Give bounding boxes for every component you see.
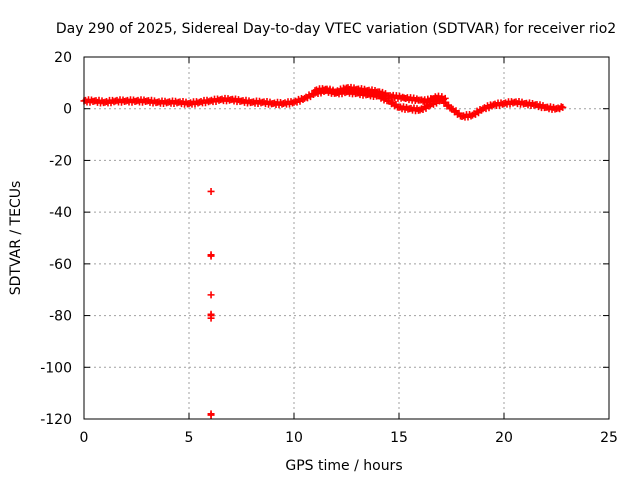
y-tick-label: -100	[40, 360, 72, 376]
plot-frame	[83, 56, 610, 420]
x-tick-label: 0	[80, 430, 89, 446]
y-tick-label: 20	[54, 50, 72, 66]
chart-title: Day 290 of 2025, Sidereal Day-to-day VTE…	[56, 21, 616, 37]
y-tick-label: -40	[49, 205, 72, 221]
grid-lines	[84, 57, 609, 419]
data-point	[441, 94, 449, 102]
x-axis-label: GPS time / hours	[285, 458, 402, 474]
y-tick-label: -80	[49, 309, 72, 325]
x-tick-label: 5	[185, 430, 194, 446]
y-tick-label: 0	[63, 102, 72, 118]
data-points	[80, 83, 567, 419]
outlier-point	[207, 310, 215, 318]
y-tick-label: -120	[40, 412, 72, 428]
y-axis-label: SDTVAR / TECUs	[8, 181, 24, 296]
x-tick-label: 15	[390, 430, 408, 446]
outlier-point	[207, 411, 215, 419]
y-tick-label: -20	[49, 153, 72, 169]
outlier-point	[207, 291, 215, 299]
x-tick-label: 20	[495, 430, 513, 446]
x-tick-label: 25	[600, 430, 618, 446]
y-tick-label: -60	[49, 257, 72, 273]
outlier-point	[207, 252, 215, 260]
outlier-point	[207, 187, 215, 195]
data-point	[559, 103, 567, 111]
x-tick-label: 10	[285, 430, 303, 446]
axis-ticks: 0 5 10 15 20 25 -120 -100 -80 -60 -40 -20 0 20	[40, 50, 618, 446]
